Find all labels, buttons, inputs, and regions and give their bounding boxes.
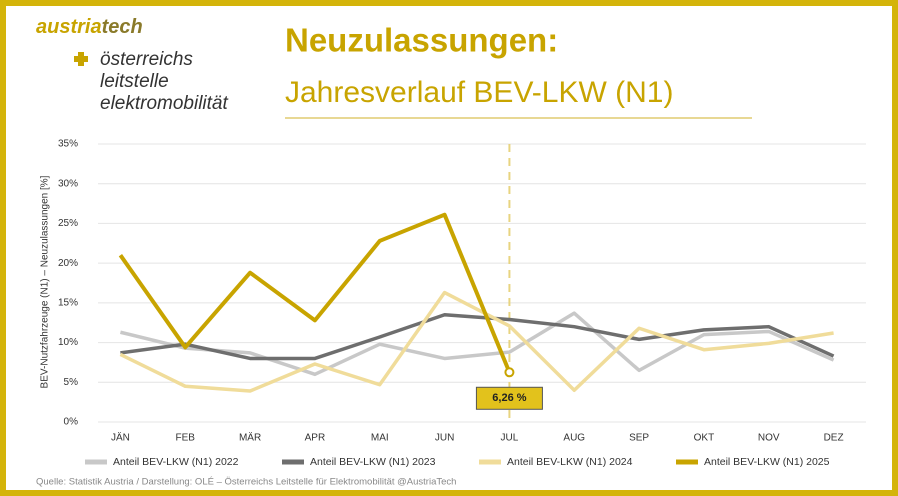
org-line: leitstelle: [100, 71, 169, 92]
chart-subtitle: Jahresverlauf BEV-LKW (N1): [285, 76, 673, 109]
y-tick-label: 25%: [58, 218, 78, 229]
y-axis-label: BEV-Nutzfahrzeuge (N1) – Neuzulassungen …: [40, 175, 51, 388]
org-line: elektromobilität: [100, 93, 228, 114]
value-label-box: [475, 386, 543, 410]
y-tick-label: 0%: [64, 417, 79, 428]
x-tick-label: NOV: [758, 433, 780, 444]
x-tick-label: JÄN: [111, 432, 130, 444]
x-tick-label: OKT: [694, 433, 715, 444]
y-tick-label: 15%: [58, 297, 78, 308]
x-tick-label: MAI: [371, 433, 389, 444]
source: Quelle: Statistik Austria / Darstellung:…: [36, 477, 456, 488]
series-line: [118, 212, 512, 374]
x-tick-label: JUL: [501, 433, 519, 444]
legend-label: Anteil BEV-LKW (N1) 2025: [704, 456, 830, 468]
point-marker: [504, 367, 515, 378]
org-line: österreichs: [100, 49, 193, 70]
value-label: 6,26 %: [492, 392, 526, 404]
y-tick-label: 35%: [58, 139, 78, 150]
series-line: [119, 290, 834, 393]
logo-icon: [74, 56, 88, 62]
chart-title: Neuzulassungen:: [285, 22, 558, 59]
x-tick-label: JUN: [435, 433, 454, 444]
y-tick-label: 20%: [58, 258, 78, 269]
series-line: [120, 313, 835, 361]
x-tick-label: DEZ: [824, 433, 844, 444]
x-tick-label: APR: [305, 433, 326, 444]
x-tick-label: AUG: [563, 433, 585, 444]
y-tick-label: 5%: [64, 377, 79, 388]
y-tick-label: 30%: [58, 178, 78, 189]
legend-label: Anteil BEV-LKW (N1) 2023: [310, 456, 436, 468]
legend-label: Anteil BEV-LKW (N1) 2022: [113, 456, 239, 468]
legend-label: Anteil BEV-LKW (N1) 2024: [507, 456, 633, 468]
x-tick-label: FEB: [176, 433, 196, 444]
series-line: [120, 311, 835, 377]
brand: austriatech: [36, 16, 143, 38]
x-tick-label: MÄR: [239, 432, 261, 444]
x-tick-label: SEP: [629, 433, 649, 444]
y-tick-label: 10%: [58, 337, 78, 348]
